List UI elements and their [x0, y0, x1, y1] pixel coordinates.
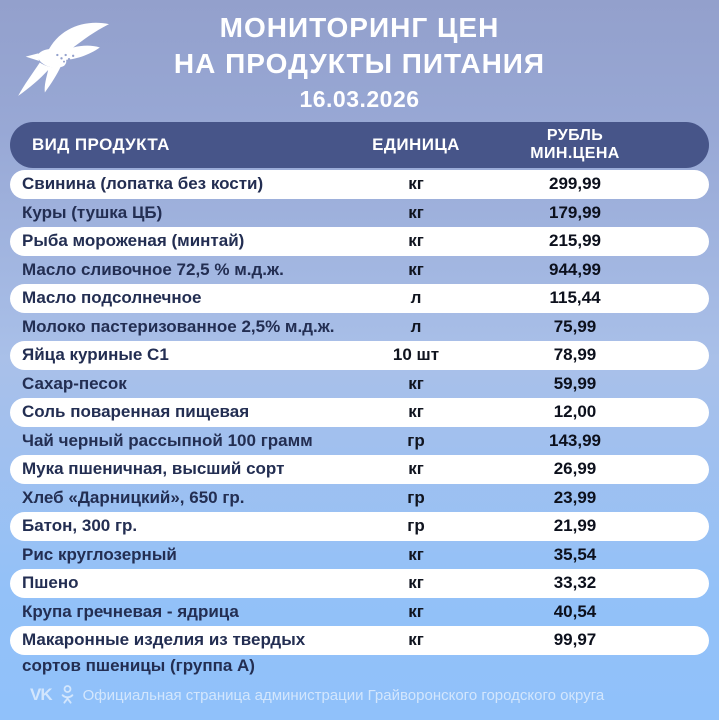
table-row: Рис круглозерный кг 35,54	[10, 541, 709, 570]
min-price-value: 59,99	[553, 373, 597, 393]
unit-value: кг	[408, 459, 424, 479]
unit-value: л	[410, 316, 422, 336]
page-title-line2: НА ПРОДУКТЫ ПИТАНИЯ	[173, 48, 546, 79]
unit-value: 10 шт	[392, 345, 440, 365]
table-row: Крупа гречневая - ядрица кг 40,54	[10, 598, 709, 627]
column-header-price-line2: МИН.ЦЕНА	[530, 145, 620, 162]
product-name: Пшено	[22, 573, 79, 593]
product-name: Куры (тушка ЦБ)	[22, 202, 163, 222]
vk-icon: VK	[30, 685, 53, 704]
product-name: Крупа гречневая - ядрица	[22, 601, 239, 621]
min-price-value: 35,54	[553, 544, 597, 564]
min-price-value: 143,99	[549, 430, 601, 450]
column-header-price: РУБЛЬ МИН.ЦЕНА	[505, 122, 645, 168]
report-date: 16.03.2026	[299, 86, 420, 112]
table-row: Куры (тушка ЦБ) кг 179,99	[10, 199, 709, 228]
table-row: Масло подсолнечное л 115,44	[10, 284, 709, 313]
unit-value: кг	[408, 573, 424, 593]
min-price-value: 215,99	[549, 231, 601, 251]
unit-value: гр	[407, 430, 425, 450]
product-name: Масло сливочное 72,5 % м.д.ж.	[22, 259, 284, 279]
table-row: Чай черный рассыпной 100 грамм гр 143,99	[10, 427, 709, 456]
min-price-value: 26,99	[553, 459, 597, 479]
footer: VK Официальная страница администрации Гр…	[30, 682, 604, 708]
product-name: Мука пшеничная, высший сорт	[22, 459, 285, 479]
footer-text: Официальная страница администрации Грайв…	[82, 686, 605, 704]
unit-value: кг	[408, 202, 424, 222]
min-price-value: 33,32	[553, 573, 597, 593]
unit-value: л	[410, 288, 422, 308]
table-row: Пшено кг 33,32	[10, 569, 709, 598]
column-header-unit: ЕДИНИЦА	[372, 135, 460, 154]
table-row: Соль поваренная пищевая кг 12,00	[10, 398, 709, 427]
last-product-name-continuation: сортов пшеницы (группа А)	[22, 656, 255, 675]
column-header-price-line1: РУБЛЬ	[546, 127, 604, 144]
column-header-product: ВИД ПРОДУКТА	[32, 135, 170, 154]
min-price-value: 299,99	[549, 174, 601, 194]
table-row: Масло сливочное 72,5 % м.д.ж. кг 944,99	[10, 256, 709, 285]
product-name: Макаронные изделия из твердых	[22, 630, 306, 650]
product-name: Чай черный рассыпной 100 грамм	[22, 430, 313, 450]
product-name: Рис круглозерный	[22, 544, 177, 564]
unit-value: кг	[408, 231, 424, 251]
product-name: Свинина (лопатка без кости)	[22, 174, 264, 194]
unit-value: кг	[408, 373, 424, 393]
min-price-value: 21,99	[553, 516, 597, 536]
product-name: Соль поваренная пищевая	[22, 402, 250, 422]
table-header: ВИД ПРОДУКТА ЕДИНИЦА РУБЛЬ МИН.ЦЕНА	[10, 122, 709, 168]
table-row: Молоко пастеризованное 2,5% м.д.ж. л 75,99	[10, 313, 709, 342]
table-row: Батон, 300 гр. гр 21,99	[10, 512, 709, 541]
unit-value: кг	[408, 259, 424, 279]
table-row: Рыба мороженая (минтай) кг 215,99	[10, 227, 709, 256]
product-name: Яйца куриные С1	[22, 345, 169, 365]
min-price-value: 75,99	[553, 316, 597, 336]
price-table-body: Свинина (лопатка без кости) кг 299,99 Куры …	[10, 170, 709, 655]
table-row: Яйца куриные С1 10 шт 78,99	[10, 341, 709, 370]
odnoklassniki-icon	[61, 685, 73, 704]
table-row: Сахар-песок кг 59,99	[10, 370, 709, 399]
product-name: Рыба мороженая (минтай)	[22, 231, 245, 251]
min-price-value: 12,00	[553, 402, 597, 422]
min-price-value: 78,99	[553, 345, 597, 365]
bird-logo	[18, 22, 109, 96]
product-name: Хлеб «Дарницкий», 650 гр.	[22, 487, 245, 507]
min-price-value: 944,99	[549, 259, 601, 279]
product-name: Молоко пастеризованное 2,5% м.д.ж.	[22, 316, 335, 336]
unit-value: гр	[407, 487, 425, 507]
table-row: Мука пшеничная, высший сорт кг 26,99	[10, 455, 709, 484]
min-price-value: 179,99	[549, 202, 601, 222]
table-row: Макаронные изделия из твердых кг 99,97	[10, 626, 709, 655]
min-price-value: 40,54	[553, 601, 597, 621]
unit-value: кг	[408, 601, 424, 621]
product-name: Сахар-песок	[22, 373, 127, 393]
min-price-value: 23,99	[553, 487, 597, 507]
product-name: Масло подсолнечное	[22, 288, 202, 308]
product-name: Батон, 300 гр.	[22, 516, 138, 536]
min-price-value: 99,97	[553, 630, 597, 650]
page-title-line1: МОНИТОРИНГ ЦЕН	[219, 12, 500, 43]
min-price-value: 115,44	[549, 288, 601, 308]
unit-value: кг	[408, 402, 424, 422]
unit-value: кг	[408, 174, 424, 194]
header: МОНИТОРИНГ ЦЕН НА ПРОДУКТЫ ПИТАНИЯ 16.03…	[0, 10, 719, 114]
table-row: Свинина (лопатка без кости) кг 299,99	[10, 170, 709, 199]
unit-value: кг	[408, 544, 424, 564]
unit-value: кг	[408, 630, 424, 650]
table-row: Хлеб «Дарницкий», 650 гр. гр 23,99	[10, 484, 709, 513]
unit-value: гр	[407, 516, 425, 536]
